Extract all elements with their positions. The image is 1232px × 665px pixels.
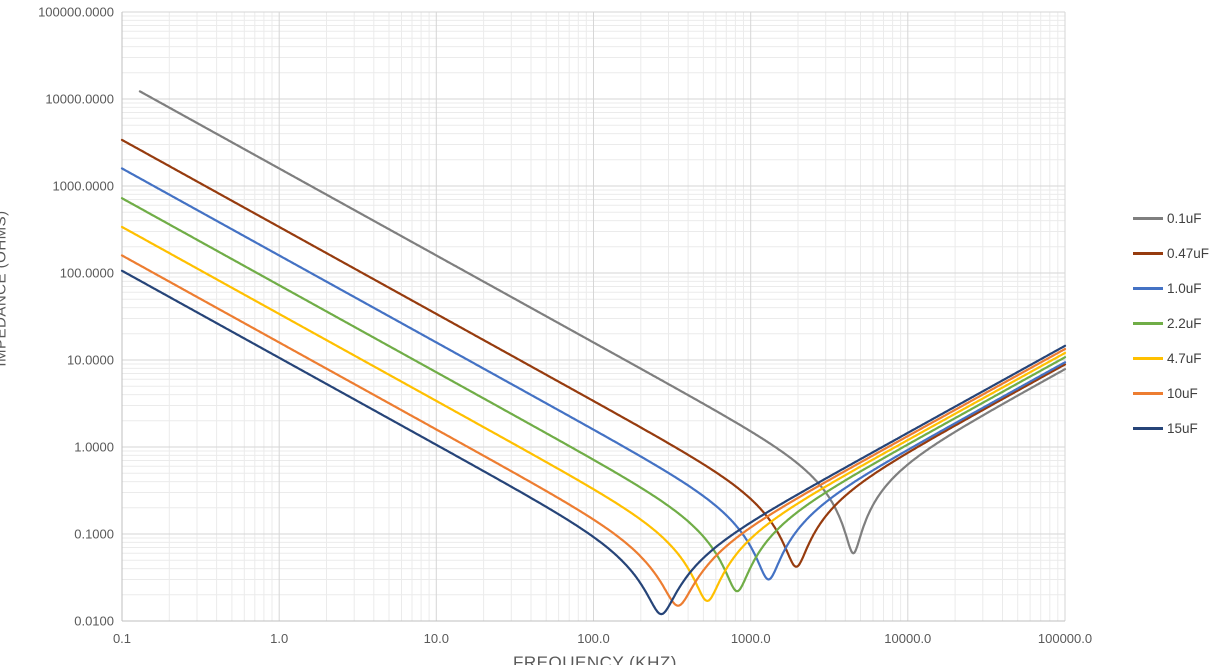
legend-item-label: 2.2uF (1167, 315, 1202, 331)
y-tick-label[interactable]: 0.1000 (74, 527, 114, 542)
series-line-10uF[interactable] (120, 254, 1067, 607)
legend-line-swatch (1133, 356, 1163, 360)
legend-item-10uF[interactable]: 10uF (1133, 383, 1209, 403)
legend-item-15uF[interactable]: 15uF (1133, 418, 1209, 438)
legend-item-label: 4.7uF (1167, 350, 1202, 366)
legend-item-1.0uF[interactable]: 1.0uF (1133, 278, 1209, 298)
y-tick-label[interactable]: 10.0000 (67, 353, 114, 368)
x-tick-label[interactable]: 1.0 (270, 631, 288, 646)
x-tick-label[interactable]: 100000.0 (1038, 631, 1092, 646)
y-tick-label[interactable]: 10000.0000 (45, 92, 114, 107)
legend: 0.1uF 0.47uF 1.0uF 2.2uF 4.7uF 10uF 15uF (1133, 208, 1209, 438)
y-tick-label[interactable]: 1.0000 (74, 440, 114, 455)
x-tick-label[interactable]: 100.0 (577, 631, 610, 646)
legend-item-0.1uF[interactable]: 0.1uF (1133, 208, 1209, 228)
legend-item-label: 0.1uF (1167, 210, 1202, 226)
legend-item-2.2uF[interactable]: 2.2uF (1133, 313, 1209, 333)
legend-line-swatch (1133, 426, 1163, 430)
series-line-0.47uF[interactable] (120, 138, 1067, 568)
legend-item-label: 0.47uF (1167, 245, 1210, 261)
x-tick-label[interactable]: 0.1 (113, 631, 131, 646)
y-tick-label[interactable]: 1000.0000 (53, 179, 114, 194)
legend-item-4.7uF[interactable]: 4.7uF (1133, 348, 1209, 368)
series-line-1.0uF[interactable] (120, 167, 1067, 581)
x-tick-label[interactable]: 1000.0 (731, 631, 771, 646)
legend-item-label: 1.0uF (1167, 280, 1202, 296)
y-tick-label[interactable]: 100.0000 (60, 266, 114, 281)
legend-line-swatch (1133, 391, 1163, 395)
x-tick-label[interactable]: 10000.0 (884, 631, 931, 646)
series-line-15uF[interactable] (120, 269, 1067, 616)
legend-line-swatch (1133, 286, 1163, 290)
series-line-4.7uF[interactable] (120, 225, 1067, 602)
y-axis-title[interactable]: IMPEDANCE (OHMS) (0, 210, 10, 367)
legend-line-swatch (1133, 321, 1163, 325)
legend-line-swatch (1133, 251, 1163, 255)
series-line-0.1uF[interactable] (138, 90, 1067, 555)
x-tick-label[interactable]: 10.0 (424, 631, 449, 646)
legend-item-label: 15uF (1167, 420, 1198, 436)
series-line-2.2uF[interactable] (120, 197, 1067, 593)
legend-line-swatch (1133, 216, 1163, 220)
legend-item-0.47uF[interactable]: 0.47uF (1133, 243, 1209, 263)
legend-item-label: 10uF (1167, 385, 1198, 401)
y-tick-label[interactable]: 100000.0000 (38, 5, 114, 20)
y-tick-label[interactable]: 0.0100 (74, 614, 114, 629)
x-axis-title[interactable]: FREQUENCY (KHZ) (513, 653, 677, 665)
